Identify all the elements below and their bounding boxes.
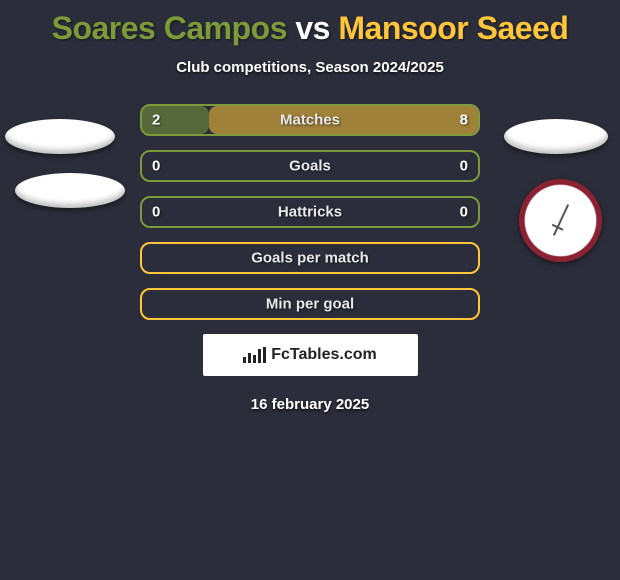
subtitle: Club competitions, Season 2024/2025	[0, 59, 620, 76]
stat-value-right: 0	[460, 204, 468, 221]
branding: FcTables.com	[203, 334, 418, 376]
date: 16 february 2025	[0, 396, 620, 413]
stat-label: Matches	[280, 112, 340, 129]
player2-name: Mansoor Saeed	[338, 10, 568, 46]
stat-label: Goals	[289, 158, 331, 175]
stat-value-right: 8	[460, 112, 468, 129]
vs-text: vs	[295, 10, 330, 46]
stat-value-right: 0	[460, 158, 468, 175]
stat-label: Goals per match	[251, 250, 369, 267]
comparison-title: Soares Campos vs Mansoor Saeed	[0, 0, 620, 47]
stat-value-left: 2	[152, 112, 160, 129]
stat-value-left: 0	[152, 158, 160, 175]
stat-label: Hattricks	[278, 204, 342, 221]
club-logo-inner	[531, 191, 589, 249]
stat-row: Goals per match	[140, 242, 480, 274]
sword-icon	[552, 204, 568, 236]
player1-avatar-placeholder	[5, 119, 115, 154]
stat-row: 0 0 Goals	[140, 150, 480, 182]
player2-club-logo	[519, 179, 602, 262]
chart-icon	[243, 347, 265, 363]
stat-row: Min per goal	[140, 288, 480, 320]
stat-bars: 2 8 Matches 0 0 Goals 0 0 Hattricks Goals per mat…	[140, 104, 480, 320]
stat-label: Min per goal	[266, 296, 354, 313]
branding-text: FcTables.com	[271, 346, 377, 364]
player1-name: Soares Campos	[52, 10, 287, 46]
stat-value-left: 0	[152, 204, 160, 221]
stat-row: 0 0 Hattricks	[140, 196, 480, 228]
player2-avatar-placeholder	[504, 119, 608, 154]
bar-fill-right	[209, 106, 478, 134]
player1-club-placeholder	[15, 173, 125, 208]
stat-row: 2 8 Matches	[140, 104, 480, 136]
